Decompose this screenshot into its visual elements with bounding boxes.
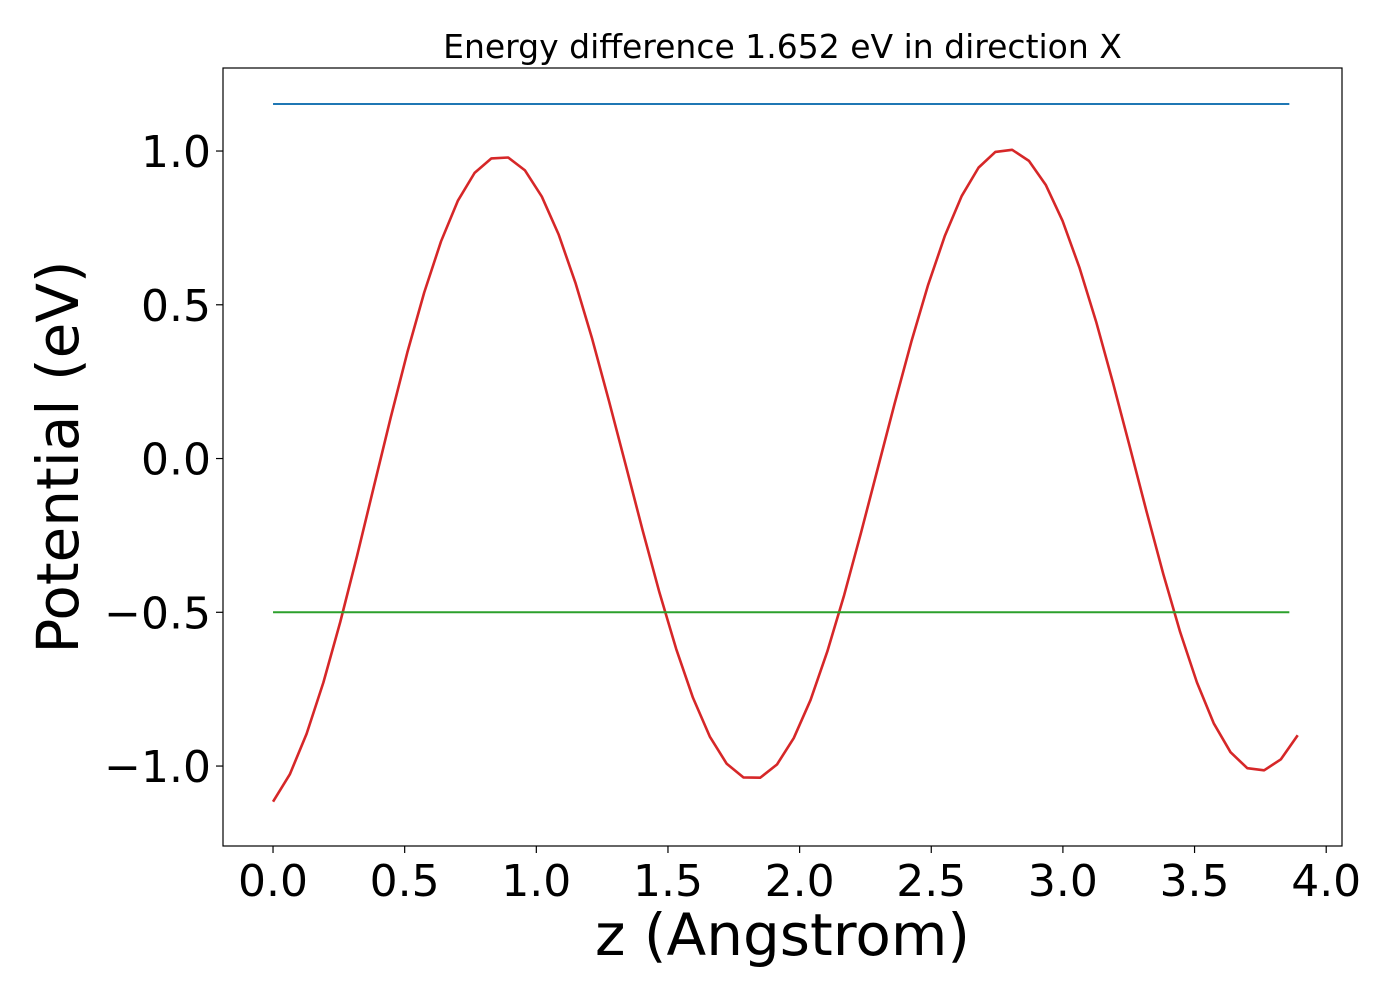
y-tick-label: −0.5	[104, 588, 211, 639]
x-axis-label: z (Angstrom)	[595, 901, 970, 969]
x-tick-label: 0.0	[238, 856, 308, 907]
series-line-potential	[271, 148, 1299, 803]
x-tick-label: 0.5	[370, 856, 440, 907]
y-axis-ticks: −1.0 −0.5 0.0 0.5 1.0	[104, 127, 223, 793]
x-tick-label: 4.0	[1291, 856, 1361, 907]
axes-frame	[222, 67, 1343, 847]
y-axis-label: Potential (eV)	[24, 260, 92, 653]
x-tick-label: 3.0	[1028, 856, 1098, 907]
x-axis-ticks: 0.0 0.5 1.0 1.5 2.0 2.5 3.0 3.5 4.0	[238, 846, 1361, 907]
plot-area	[271, 102, 1299, 803]
x-tick-label: 3.5	[1160, 856, 1230, 907]
y-tick-label: 0.5	[141, 281, 211, 332]
x-tick-label: 2.5	[896, 856, 966, 907]
y-tick-label: 1.0	[141, 127, 211, 178]
y-tick-label: 0.0	[141, 435, 211, 486]
chart-title: Energy difference 1.652 eV in direction …	[443, 27, 1122, 66]
x-tick-label: 1.5	[633, 856, 703, 907]
x-tick-label: 2.0	[765, 856, 835, 907]
y-tick-label: −1.0	[104, 742, 211, 793]
x-tick-label: 1.0	[501, 856, 571, 907]
